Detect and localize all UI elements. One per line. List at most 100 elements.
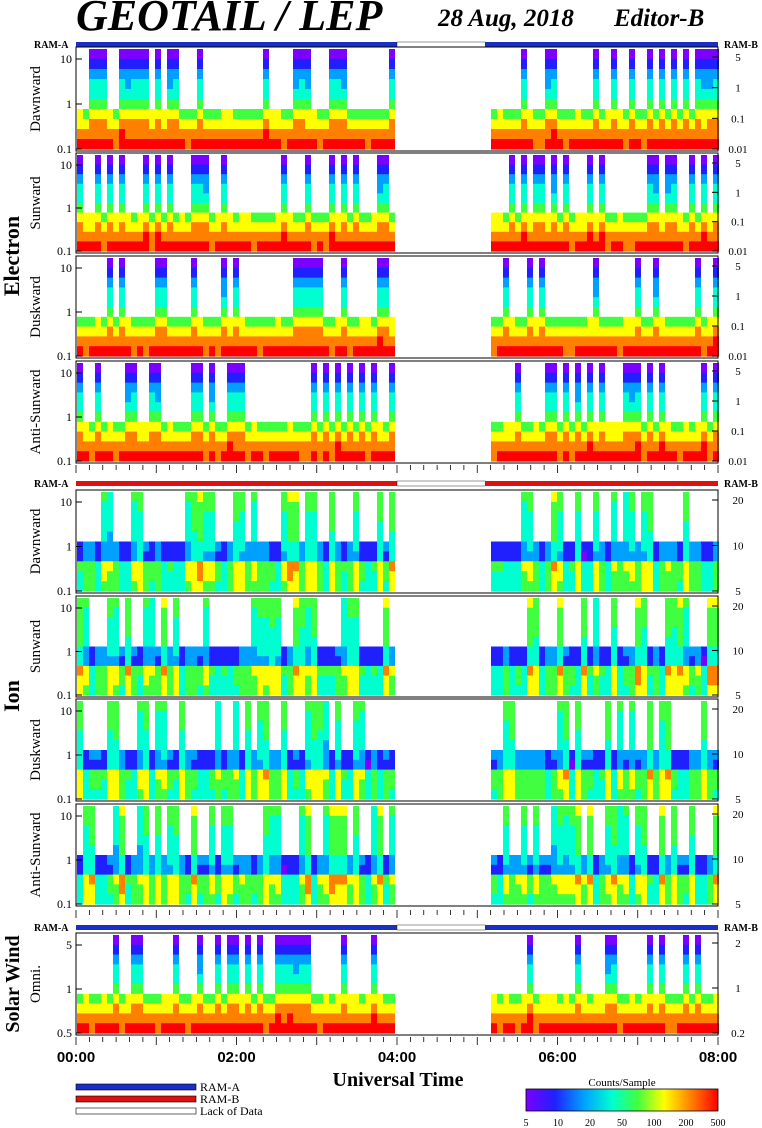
spectrogram-cell bbox=[119, 297, 125, 308]
spectrogram-cell bbox=[659, 581, 665, 592]
spectrogram-cell bbox=[113, 710, 119, 722]
spectrogram-cell bbox=[389, 759, 395, 771]
spectrogram-cell bbox=[221, 779, 227, 790]
spectrogram-cell bbox=[701, 203, 707, 214]
spectrogram-cell bbox=[641, 551, 647, 562]
spectrogram-cell bbox=[341, 346, 347, 357]
spectrogram-cell bbox=[119, 139, 125, 150]
spectrogram-cell bbox=[149, 1003, 155, 1014]
spectrogram-cell bbox=[617, 845, 623, 856]
spectrogram-cell bbox=[233, 874, 239, 885]
spectrogram-cell bbox=[611, 212, 617, 223]
spectrogram-cell bbox=[293, 267, 299, 279]
spectrogram-cell bbox=[221, 336, 227, 347]
spectrogram-cell bbox=[581, 750, 587, 761]
spectrogram-cell bbox=[539, 541, 545, 552]
spectrogram-cell bbox=[299, 617, 305, 628]
spectrogram-cell bbox=[149, 551, 155, 562]
spectrogram-cell bbox=[143, 759, 149, 771]
spectrogram-cell bbox=[317, 119, 323, 130]
spectrogram-cell bbox=[641, 511, 647, 523]
spectrogram-cell bbox=[581, 571, 587, 582]
spectrogram-cell bbox=[113, 421, 119, 433]
spectrogram-cell bbox=[329, 825, 335, 836]
spectrogram-cell bbox=[605, 346, 611, 357]
spectrogram-cell bbox=[551, 402, 557, 413]
spectrogram-cell bbox=[557, 730, 563, 741]
spectrogram-cell bbox=[221, 845, 227, 856]
spectrogram-cell bbox=[365, 646, 371, 657]
spectrogram-cell bbox=[593, 656, 599, 667]
spectrogram-cell bbox=[143, 855, 149, 866]
spectrogram-cell bbox=[623, 421, 629, 433]
spectrogram-cell bbox=[527, 607, 533, 618]
spectrogram-cell bbox=[611, 231, 617, 242]
spectrogram-cell bbox=[377, 346, 383, 357]
spectrogram-cell bbox=[587, 581, 593, 592]
spectrogram-cell bbox=[539, 441, 545, 452]
spectrogram-cell bbox=[623, 119, 629, 130]
spectrogram-cell bbox=[329, 241, 335, 252]
spectrogram-cell bbox=[209, 336, 215, 347]
spectrogram-cell bbox=[359, 884, 365, 895]
spectrogram-cell bbox=[587, 139, 593, 150]
spectrogram-cell bbox=[575, 336, 581, 347]
spectrogram-cell bbox=[641, 541, 647, 552]
spectrogram-cell bbox=[569, 855, 575, 866]
spectrogram-cell bbox=[197, 59, 203, 70]
spectrogram-cell bbox=[245, 884, 251, 895]
spectrogram-cell bbox=[311, 617, 317, 628]
spectrogram-cell bbox=[713, 874, 719, 885]
spectrogram-cell bbox=[287, 675, 293, 686]
spectrogram-cell bbox=[155, 99, 161, 110]
spectrogram-cell bbox=[533, 571, 539, 582]
spectrogram-cell bbox=[359, 759, 365, 771]
spectrogram-cell bbox=[203, 636, 209, 648]
spectrogram-cell bbox=[527, 750, 533, 761]
spectrogram-cell bbox=[305, 222, 311, 233]
spectrogram-cell bbox=[647, 779, 653, 790]
spectrogram-cell bbox=[239, 421, 245, 433]
spectrogram-cell bbox=[113, 984, 119, 995]
spectrogram-cell bbox=[491, 421, 497, 433]
spectrogram-cell bbox=[299, 675, 305, 686]
spectrogram-cell bbox=[317, 346, 323, 357]
spectrogram-cell bbox=[707, 581, 713, 592]
spectrogram-cell bbox=[515, 316, 521, 328]
spectrogram-cell bbox=[209, 685, 215, 696]
spectrogram-cell bbox=[539, 109, 545, 120]
spectrogram-cell bbox=[77, 336, 83, 347]
spectrogram-cell bbox=[575, 845, 581, 856]
spectrogram-cell bbox=[707, 99, 713, 110]
spectrogram-cell bbox=[305, 571, 311, 582]
spectrogram-cell bbox=[707, 627, 713, 638]
spectrogram-cell bbox=[143, 845, 149, 856]
spectrogram-cell bbox=[521, 815, 527, 827]
spectrogram-cell bbox=[347, 412, 353, 423]
spectrogram-cell bbox=[197, 164, 203, 175]
spectrogram-cell bbox=[281, 222, 287, 233]
spectrogram-cell bbox=[713, 607, 719, 618]
spectrogram-cell bbox=[257, 431, 263, 442]
spectrogram-cell bbox=[89, 845, 95, 856]
right-tick-label: 20 bbox=[733, 601, 745, 613]
spectrogram-cell bbox=[143, 665, 149, 677]
spectrogram-cell bbox=[335, 864, 341, 876]
spectrogram-cell bbox=[155, 79, 161, 90]
spectrogram-cell bbox=[641, 119, 647, 130]
spectrogram-cell bbox=[659, 316, 665, 328]
spectrogram-cell bbox=[653, 316, 659, 328]
spectrogram-cell bbox=[335, 129, 341, 140]
spectrogram-cell bbox=[197, 212, 203, 223]
spectrogram-cell bbox=[491, 561, 497, 572]
spectrogram-cell bbox=[191, 884, 197, 895]
right-tick-label: 5 bbox=[735, 899, 741, 911]
spectrogram-cell bbox=[353, 129, 359, 140]
spectrogram-cell bbox=[587, 222, 593, 233]
spectrogram-cell bbox=[557, 139, 563, 150]
spectrogram-cell bbox=[497, 119, 503, 130]
spectrogram-cell bbox=[83, 769, 89, 780]
spectrogram-cell bbox=[605, 779, 611, 790]
spectrogram-cell bbox=[713, 241, 719, 252]
spectrogram-cell bbox=[659, 759, 665, 771]
